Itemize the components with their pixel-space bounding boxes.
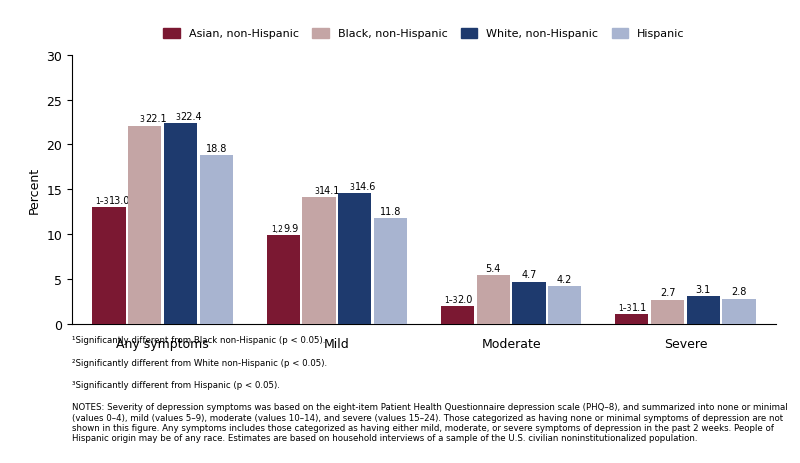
Bar [477, 276, 510, 324]
Text: 9.9: 9.9 [283, 223, 298, 233]
Bar [374, 219, 407, 324]
Text: 22.4: 22.4 [181, 112, 202, 121]
Bar [164, 124, 197, 324]
Text: 5.4: 5.4 [486, 263, 501, 274]
Text: 11.8: 11.8 [380, 206, 401, 216]
Legend: Asian, non-Hispanic, Black, non-Hispanic, White, non-Hispanic, Hispanic: Asian, non-Hispanic, Black, non-Hispanic… [163, 29, 685, 39]
Text: 2.0: 2.0 [458, 294, 473, 304]
Text: 1–3: 1–3 [444, 295, 458, 304]
Text: 3: 3 [314, 187, 319, 196]
Bar [266, 236, 300, 324]
Bar [93, 208, 126, 324]
Text: 13.0: 13.0 [109, 195, 130, 206]
Text: ¹Significantly different from Black non-Hispanic (p < 0.05).: ¹Significantly different from Black non-… [72, 336, 326, 344]
Bar [128, 126, 162, 324]
Text: ²Significantly different from White non-Hispanic (p < 0.05).: ²Significantly different from White non-… [72, 358, 327, 367]
Text: 1–3: 1–3 [95, 196, 109, 206]
Text: 22.1: 22.1 [145, 114, 166, 124]
Bar [548, 287, 582, 324]
Text: 3.1: 3.1 [696, 284, 711, 294]
Bar [513, 282, 546, 324]
Text: 3: 3 [140, 115, 145, 124]
Y-axis label: Percent: Percent [28, 166, 41, 213]
Bar [200, 156, 233, 324]
Text: 1.1: 1.1 [632, 302, 647, 312]
Text: ³Significantly different from Hispanic (p < 0.05).: ³Significantly different from Hispanic (… [72, 380, 280, 389]
Text: NOTES: Severity of depression symptoms was based on the eight-item Patient Healt: NOTES: Severity of depression symptoms w… [72, 402, 788, 443]
Text: 14.6: 14.6 [354, 181, 376, 191]
Bar [722, 299, 755, 324]
Text: 1–3: 1–3 [618, 303, 632, 312]
Text: 1,2: 1,2 [271, 224, 283, 233]
Bar [302, 198, 335, 324]
Text: 3: 3 [350, 182, 354, 191]
Text: 4.2: 4.2 [557, 274, 573, 284]
Bar [651, 300, 684, 324]
Text: 18.8: 18.8 [206, 144, 227, 154]
Bar [338, 194, 371, 324]
Text: 4.7: 4.7 [522, 270, 537, 280]
Text: 14.1: 14.1 [319, 186, 340, 196]
Bar [686, 296, 720, 324]
Text: 2.7: 2.7 [660, 288, 675, 298]
Text: 3: 3 [176, 113, 181, 121]
Bar [441, 306, 474, 324]
Bar [615, 314, 648, 324]
Text: 2.8: 2.8 [731, 287, 746, 297]
